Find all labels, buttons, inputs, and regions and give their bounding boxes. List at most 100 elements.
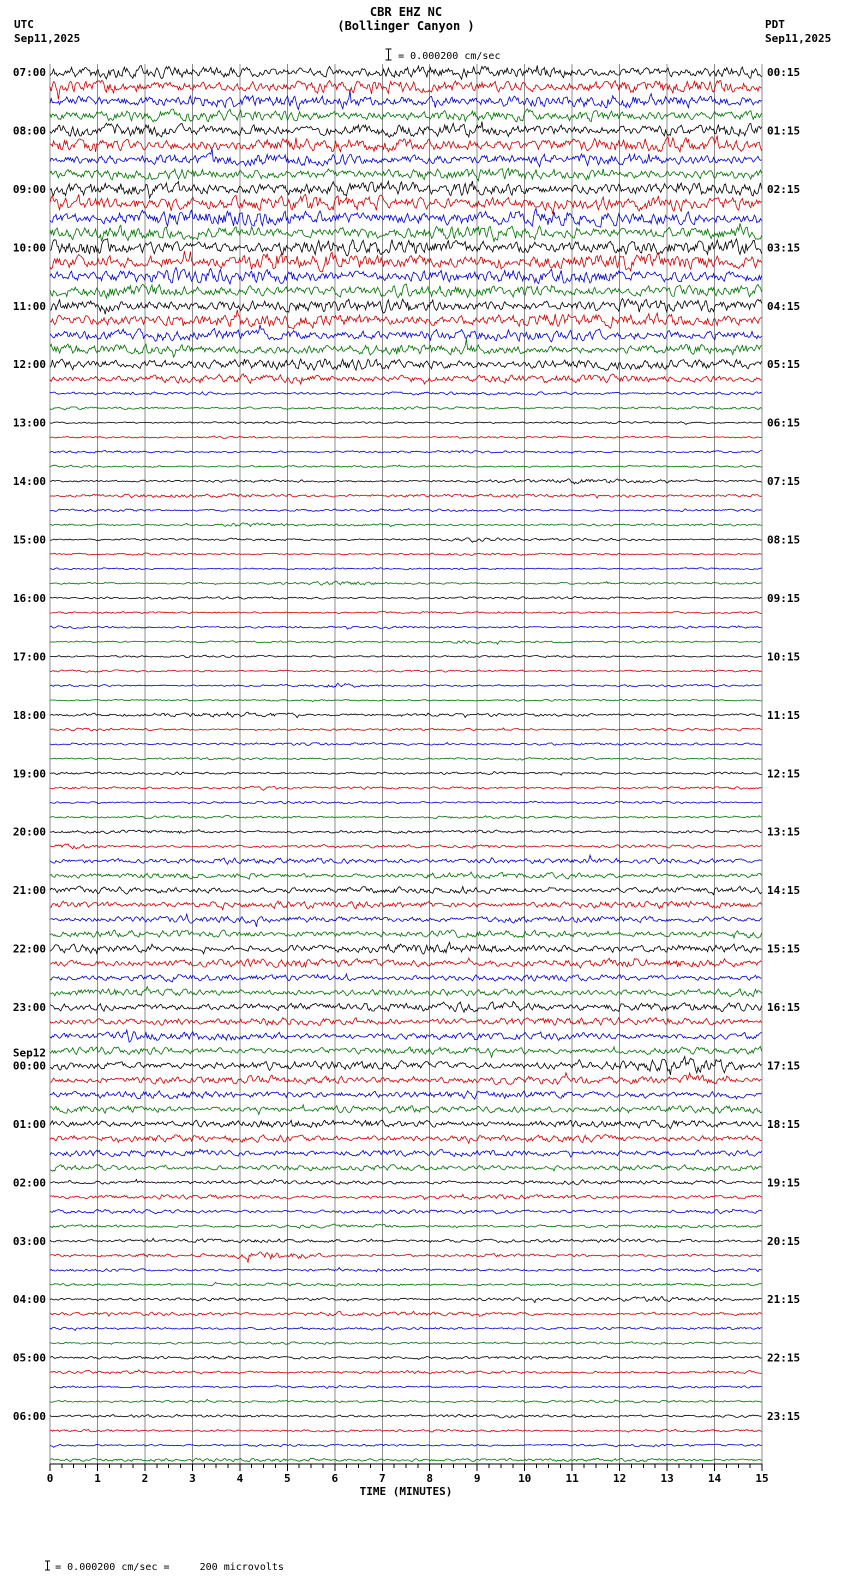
pdt-hour-label: 23:15 [767,1410,800,1423]
utc-hour-label: 23:00 [13,1001,46,1014]
title-block: CBR EHZ NC (Bollinger Canyon ) [0,5,812,33]
seismo-trace [49,625,762,630]
pdt-hour-label: 02:15 [767,183,800,196]
seismo-trace [49,1295,762,1304]
x-tick-label: 12 [613,1472,626,1485]
x-tick-label: 8 [426,1472,433,1485]
seismo-trace [49,1208,762,1215]
seismo-trace [49,193,762,215]
seismo-trace [49,1266,762,1273]
seismo-trace [49,639,762,646]
utc-hour-label: 20:00 [13,826,46,839]
x-tick-label: 14 [708,1472,722,1485]
seismo-trace [49,420,762,426]
seismo-trace [50,1384,762,1390]
seismo-trace [49,223,762,243]
seismo-trace [49,449,762,454]
x-tick-label: 0 [47,1472,54,1485]
seismo-trace [49,682,762,688]
pdt-hour-label: 17:15 [767,1060,800,1073]
utc-hour-label: 07:00 [13,66,46,79]
x-axis-title: TIME (MINUTES) [360,1485,453,1498]
seismo-trace [49,1000,762,1014]
pdt-hour-label: 07:15 [767,475,800,488]
seismo-trace [49,654,762,658]
pdt-hour-label: 11:15 [767,709,800,722]
x-tick-label: 11 [565,1472,579,1485]
x-tick-label: 5 [284,1472,291,1485]
utc-hour-label: 08:00 [13,124,46,137]
pdt-hour-label: 20:15 [767,1235,800,1248]
seismo-trace [49,179,762,200]
seismo-trace [49,972,762,983]
seismo-trace [49,1045,762,1058]
utc-hour-label: 03:00 [13,1235,46,1248]
seismo-trace [49,1310,762,1317]
date-note-label: Sep12 [13,1047,46,1060]
seismo-trace [49,391,762,396]
utc-hour-label: 09:00 [13,183,46,196]
footer-scale-note: = 0.000200 cm/sec = 200 microvolts [8,1549,284,1584]
seismo-trace [49,493,762,499]
seismo-trace [49,885,762,896]
seismo-trace [49,64,762,81]
seismo-trace [49,508,762,513]
pdt-hour-label: 21:15 [767,1293,800,1306]
utc-hour-label: 01:00 [13,1118,46,1131]
seismo-trace [49,1223,762,1230]
seismo-trace [49,90,762,111]
seismo-trace [49,1429,762,1433]
seismo-trace [49,912,762,927]
seismo-trace [49,711,762,719]
utc-hour-label: 05:00 [13,1352,46,1365]
seismo-trace [49,1281,762,1287]
seismo-trace [49,1119,762,1130]
utc-hour-label: 14:00 [13,475,46,488]
seismo-trace [49,79,762,100]
seismo-trace [49,207,762,228]
utc-hour-label: 16:00 [13,592,46,605]
pdt-hour-label: 22:15 [767,1352,800,1365]
seismo-trace [49,373,762,386]
seismo-trace [49,108,762,123]
x-tick-label: 1 [94,1472,101,1485]
utc-hour-label: 19:00 [13,767,46,780]
scale-bracket-icon [348,37,393,75]
seismo-trace [49,1326,762,1332]
utc-hour-label: 15:00 [13,534,46,547]
seismo-trace [49,250,762,273]
seismo-trace [49,1251,762,1264]
seismo-trace [49,596,762,600]
seismo-trace [49,135,762,154]
seismo-trace [49,522,762,528]
seismo-trace [49,853,762,866]
utc-hour-label: 17:00 [13,650,46,663]
seismo-trace [49,537,762,543]
utc-hour-label: 11:00 [13,300,46,313]
seismo-trace [49,1355,762,1361]
utc-hour-label: 04:00 [13,1293,46,1306]
seismo-trace [49,1103,762,1116]
seismo-trace [49,741,762,746]
seismo-trace [49,297,762,315]
seismo-trace [49,1178,762,1186]
pdt-hour-label: 01:15 [767,124,800,137]
pdt-hour-label: 16:15 [767,1001,800,1014]
seismo-trace [49,309,762,330]
seismo-trace [49,871,762,880]
seismo-trace [49,829,762,835]
pdt-hour-label: 08:15 [767,534,800,547]
seismo-trace [49,1443,762,1448]
seismo-trace [49,1089,762,1100]
x-tick-label: 9 [474,1472,481,1485]
seismo-trace [49,567,762,571]
x-tick-label: 15 [755,1472,768,1485]
date-left-label: Sep11,2025 [14,32,81,45]
scale-label: = 0.000200 cm/sec [398,50,501,62]
pdt-hour-label: 14:15 [767,884,800,897]
seismo-trace [49,283,762,300]
station-title: CBR EHZ NC [369,5,443,19]
